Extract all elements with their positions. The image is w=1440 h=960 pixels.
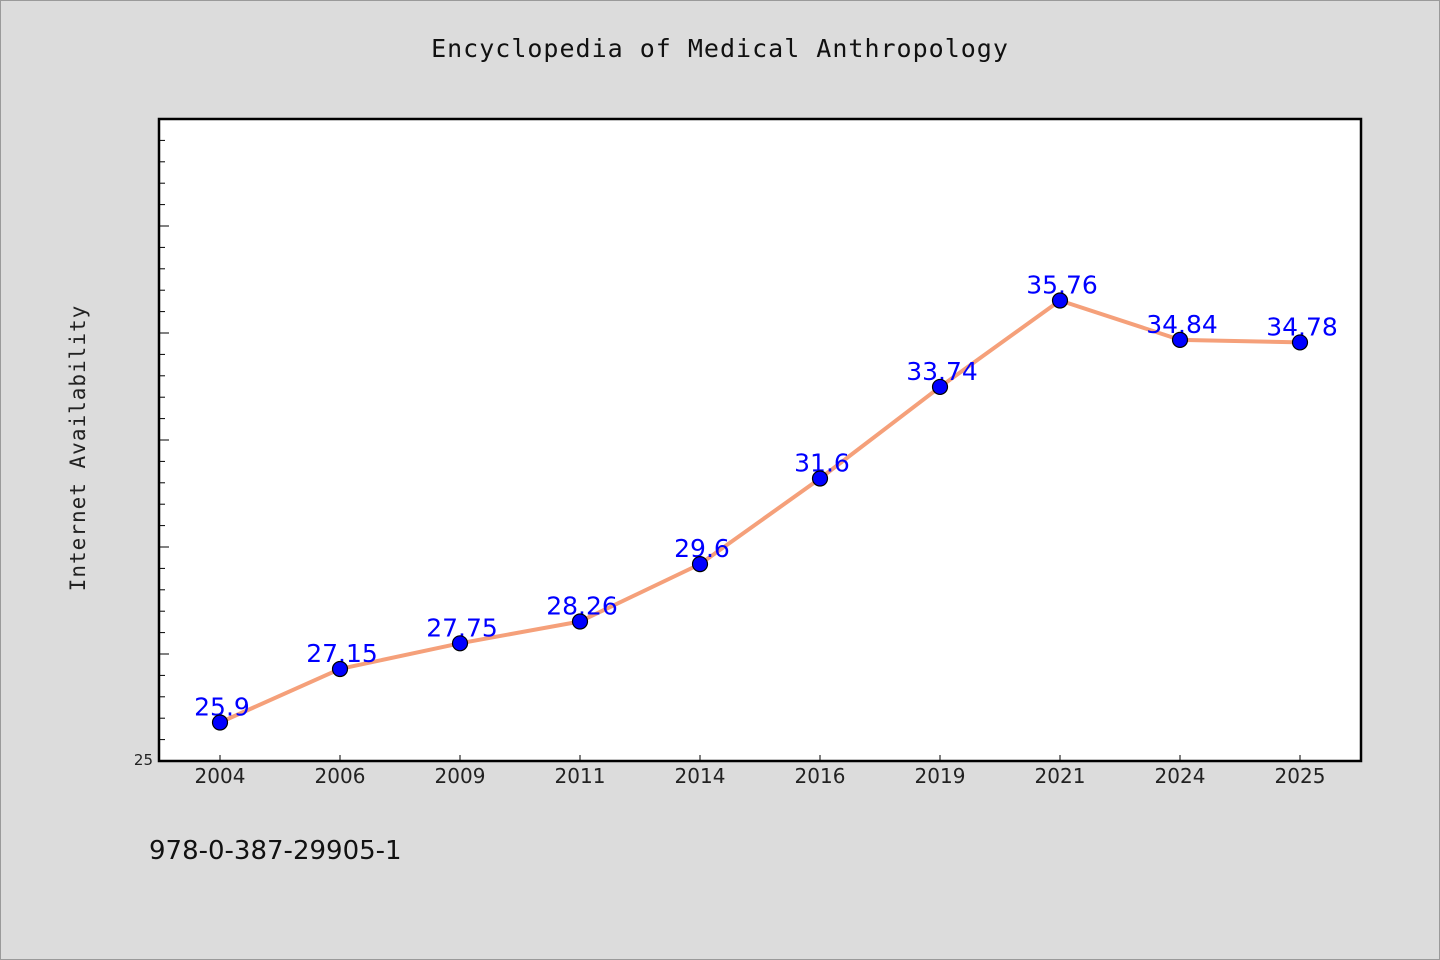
x-tick-label-2011: 2011: [555, 764, 606, 788]
data-point-2025: [1291, 334, 1309, 351]
x-tick-label-2014: 2014: [675, 764, 726, 788]
data-point-2016: [811, 470, 829, 487]
data-point-2009: [451, 635, 469, 652]
footer-isbn: 978-0-387-29905-1: [149, 836, 402, 866]
x-tick-label-2016: 2016: [795, 764, 846, 788]
data-point-2021: [1051, 292, 1069, 309]
data-point-2011: [571, 613, 589, 630]
data-point-2019: [931, 378, 949, 396]
y-tick-label: 25: [134, 751, 153, 769]
x-tick-label-2021: 2021: [1035, 764, 1086, 788]
series-line: [218, 298, 1302, 725]
data-point-2024: [1171, 331, 1189, 348]
plot-area: [157, 117, 1363, 763]
x-tick-label-2019: 2019: [915, 764, 966, 788]
x-tick-label-2009: 2009: [435, 764, 486, 788]
data-point-2006: [331, 660, 349, 678]
data-point-2014: [691, 556, 709, 573]
data-point-2004: [211, 714, 229, 731]
x-tick-label-2006: 2006: [315, 764, 366, 788]
x-tick-label-2004: 2004: [195, 764, 246, 788]
x-tick-label-2024: 2024: [1155, 764, 1206, 788]
chart-title: Encyclopedia of Medical Anthropology: [431, 34, 1009, 63]
x-tick-label-2025: 2025: [1275, 764, 1326, 788]
